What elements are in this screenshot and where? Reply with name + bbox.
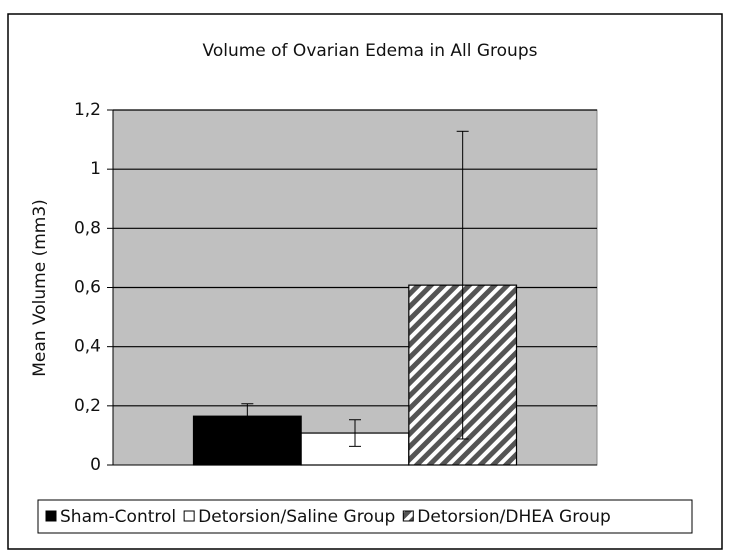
chart-title: Volume of Ovarian Edema in All Groups [203, 41, 538, 61]
legend-swatch [402, 510, 414, 522]
y-tick-label: 1 [90, 159, 101, 179]
y-tick-label: 0 [90, 455, 101, 475]
y-tick-label: 0,2 [74, 396, 101, 416]
legend-swatch [183, 510, 195, 522]
legend-label: Detorsion/DHEA Group [417, 507, 611, 527]
legend-label: Sham-Control [60, 507, 176, 527]
legend-swatch [45, 510, 57, 522]
legend [37, 499, 693, 534]
y-axis-label: Mean Volume (mm3) [30, 199, 50, 377]
y-tick-label: 0,4 [74, 337, 101, 357]
y-tick-label: 0,6 [74, 278, 101, 298]
y-tick-label: 0,8 [74, 218, 101, 238]
legend-label: Detorsion/Saline Group [198, 507, 395, 527]
y-tick-label: 1,2 [74, 100, 101, 120]
